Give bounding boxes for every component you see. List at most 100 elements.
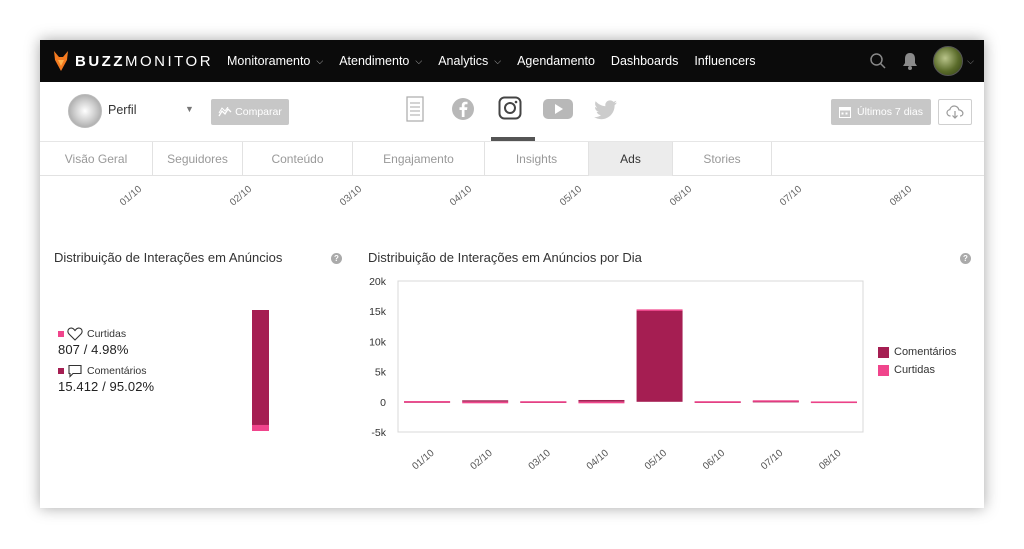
daily-interactions-chart: 20k 15k 10k 5k 0 -5k 01/10 02/10 03/10 04/10 05/10… <box>369 276 864 473</box>
bar-comments[interactable] <box>578 399 625 402</box>
logo-text: BUZZMONITOR <box>75 52 214 70</box>
x-tick-label: 03/10 <box>338 183 365 209</box>
period-selector[interactable]: Últimos 7 dias <box>831 99 931 125</box>
tab-visão-geral[interactable]: Visão Geral <box>40 142 153 176</box>
y-tick-label: 20k <box>369 276 387 288</box>
avatar <box>933 46 964 76</box>
bar-comments[interactable] <box>252 310 269 425</box>
bar-comments[interactable] <box>462 400 509 402</box>
likes-label: Curtidas <box>87 328 127 340</box>
nav-item-label: Influencers <box>694 54 756 68</box>
x-tick-label: 08/10 <box>817 448 844 473</box>
heart-icon <box>67 327 83 341</box>
main-nav: Monitoramento ⌵ Atendimento ⌵ Analytics ⌵ Agen… <box>227 40 771 82</box>
nav-item-atendimento[interactable]: Atendimento ⌵ <box>339 54 422 68</box>
compare-button[interactable]: Comparar <box>211 99 289 125</box>
youtube-icon[interactable] <box>543 98 573 125</box>
nav-item-agendamento[interactable]: Agendamento <box>517 54 595 68</box>
bar-likes[interactable] <box>752 400 799 402</box>
comment-icon <box>68 364 82 378</box>
legend-item[interactable]: Curtidas <box>878 364 956 376</box>
nav-item-label: Atendimento <box>339 54 410 68</box>
calendar-icon <box>839 107 852 118</box>
tab-insights[interactable]: Insights <box>485 142 589 176</box>
help-icon[interactable]: ? <box>331 253 342 264</box>
legend-item[interactable]: Comentários <box>878 346 956 358</box>
x-tick-label: 05/10 <box>558 183 585 209</box>
comments-legend: Comentários 15.412 / 95.02% <box>58 364 154 394</box>
tab-engajamento[interactable]: Engajamento <box>353 142 485 176</box>
app-window: BUZZMONITOR Monitoramento ⌵ Atendimento ⌵ An… <box>40 40 984 508</box>
period-label: Últimos 7 dias <box>857 106 923 118</box>
tab-conteúdo[interactable]: Conteúdo <box>243 142 353 176</box>
y-tick-label: 10k <box>369 336 387 348</box>
comments-label: Comentários <box>87 365 147 377</box>
y-tick-label: 5k <box>375 367 387 379</box>
bar-likes[interactable] <box>462 401 509 404</box>
bar-likes[interactable] <box>636 309 683 311</box>
left-panel-title: Distribuição de Interações em Anúncios <box>54 250 283 265</box>
nav-right: ⌵ <box>855 40 974 82</box>
x-tick-label: 06/10 <box>668 183 695 209</box>
likes-value: 807 / 4.98% <box>58 342 129 357</box>
nav-item-influencers[interactable]: Influencers <box>694 54 755 68</box>
sub-tabs: Visão Geral Seguidores Conteúdo Engajamento… <box>40 142 984 176</box>
bar-likes[interactable] <box>578 401 625 404</box>
x-tick-label: 08/10 <box>888 183 915 209</box>
facebook-icon[interactable] <box>451 97 475 126</box>
fox-logo-icon <box>54 51 68 71</box>
x-tick-label: 04/10 <box>585 448 612 473</box>
nav-item-label: Agendamento <box>517 54 595 68</box>
legend-label: Comentários <box>894 346 957 358</box>
bell-icon[interactable] <box>901 51 919 71</box>
y-tick-label: 0 <box>380 397 386 409</box>
profile-avatar[interactable] <box>68 94 102 128</box>
tab-stories[interactable]: Stories <box>673 142 772 176</box>
user-avatar[interactable]: ⌵ <box>933 46 974 76</box>
nav-item-label: Analytics <box>438 54 489 68</box>
y-tick-label: -5k <box>371 427 386 439</box>
logo[interactable]: BUZZMONITOR <box>53 47 213 75</box>
chart-legend: Comentários Curtidas <box>878 346 956 382</box>
profile-toolbar: Perfil ▼ Comparar Últim <box>40 82 984 142</box>
nav-item-monitoramento[interactable]: Monitoramento ⌵ <box>227 54 323 68</box>
document-icon[interactable] <box>406 96 424 127</box>
x-tick-label: 02/10 <box>228 183 255 209</box>
comments-value: 15.412 / 95.02% <box>58 379 155 394</box>
nav-item-analytics[interactable]: Analytics ⌵ <box>438 54 501 68</box>
legend-swatch <box>878 346 889 358</box>
caret-down-icon[interactable]: ▼ <box>185 104 194 114</box>
active-network-indicator <box>491 137 535 141</box>
x-tick-label: 01/10 <box>410 448 437 473</box>
tab-ads[interactable]: Ads <box>589 142 673 176</box>
bar-likes[interactable] <box>252 424 269 431</box>
x-tick-label: 07/10 <box>778 183 805 209</box>
nav-item-dashboards[interactable]: Dashboards <box>611 54 678 68</box>
bar-likes[interactable] <box>520 401 567 403</box>
compare-label: Comparar <box>235 106 282 118</box>
legend-swatch <box>878 364 889 376</box>
cloud-download-icon <box>946 105 964 119</box>
x-tick-label: 06/10 <box>701 448 728 473</box>
x-tick-label: 07/10 <box>759 448 786 473</box>
search-icon[interactable] <box>869 52 887 70</box>
profile-name[interactable]: Perfil <box>108 103 137 117</box>
y-tick-label: 15k <box>369 306 387 318</box>
tab-seguidores[interactable]: Seguidores <box>153 142 243 176</box>
top-navbar: BUZZMONITOR Monitoramento ⌵ Atendimento ⌵ An… <box>40 40 984 82</box>
export-button[interactable] <box>938 99 972 125</box>
bar-comments[interactable] <box>636 310 683 402</box>
total-distribution-bar <box>252 310 269 431</box>
right-panel-title: Distribuição de Interações em Anúncios p… <box>368 250 642 265</box>
bar-likes[interactable] <box>404 401 451 403</box>
bar-likes[interactable] <box>694 401 741 403</box>
instagram-icon[interactable] <box>498 96 522 125</box>
nav-item-label: Dashboards <box>610 54 679 68</box>
comments-swatch <box>58 368 64 374</box>
compare-icon <box>218 107 232 117</box>
chevron-down-icon: ⌵ <box>967 55 974 66</box>
twitter-icon[interactable] <box>594 100 618 125</box>
bar-likes[interactable] <box>810 401 857 403</box>
legend-label: Curtidas <box>894 364 935 376</box>
help-icon[interactable]: ? <box>960 253 971 264</box>
